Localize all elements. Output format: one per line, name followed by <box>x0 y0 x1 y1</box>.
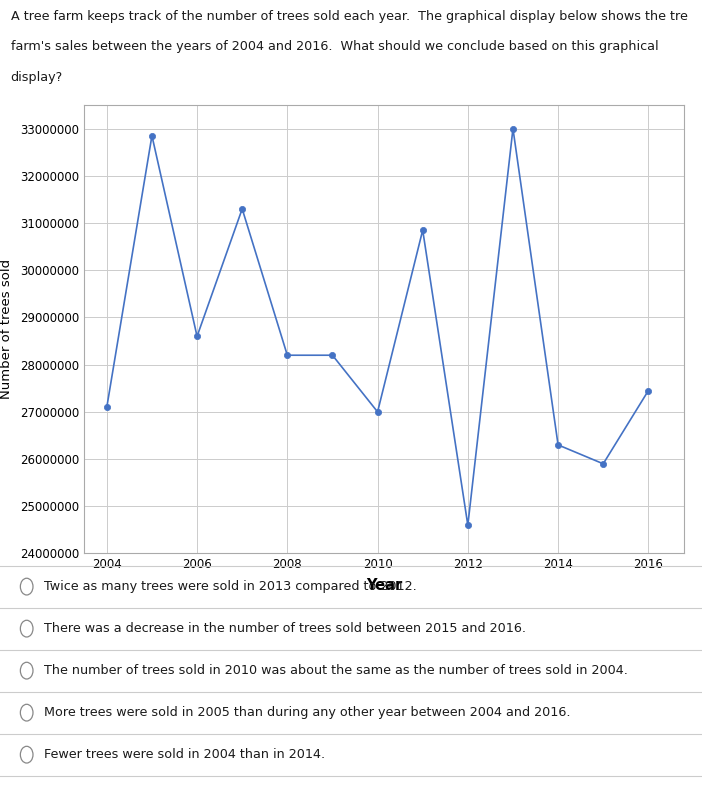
Text: There was a decrease in the number of trees sold between 2015 and 2016.: There was a decrease in the number of tr… <box>44 622 526 635</box>
Text: Fewer trees were sold in 2004 than in 2014.: Fewer trees were sold in 2004 than in 20… <box>44 748 324 761</box>
Text: farm's sales between the years of 2004 and 2016.  What should we conclude based : farm's sales between the years of 2004 a… <box>11 40 658 53</box>
Text: Twice as many trees were sold in 2013 compared to 2012.: Twice as many trees were sold in 2013 co… <box>44 580 416 593</box>
X-axis label: Year: Year <box>366 579 402 593</box>
Text: The number of trees sold in 2010 was about the same as the number of trees sold : The number of trees sold in 2010 was abo… <box>44 664 628 677</box>
Y-axis label: Number of trees sold: Number of trees sold <box>0 259 13 399</box>
Text: More trees were sold in 2005 than during any other year between 2004 and 2016.: More trees were sold in 2005 than during… <box>44 706 570 719</box>
Text: display?: display? <box>11 71 62 84</box>
Text: A tree farm keeps track of the number of trees sold each year.  The graphical di: A tree farm keeps track of the number of… <box>11 10 687 23</box>
